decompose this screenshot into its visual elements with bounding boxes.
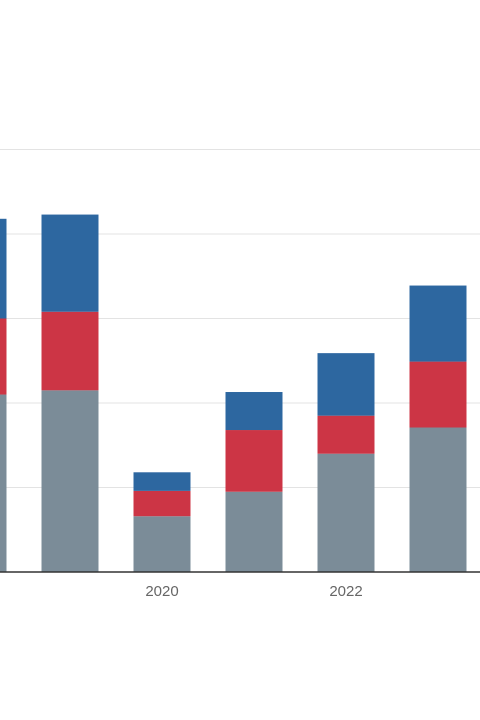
bar-segment-2019-series-1 [41, 390, 99, 572]
bar-segment-2021-series-3 [225, 392, 283, 431]
bar-segment-2018-series-3 [0, 218, 7, 319]
bar-segment-2020-series-2 [133, 490, 191, 517]
x-tick-label-2022: 2022 [329, 583, 362, 600]
x-tick-labels: 2020 2022 [145, 583, 362, 600]
bar-segment-2023-series-2 [409, 361, 467, 428]
bar-segment-2019-series-2 [41, 311, 99, 391]
bar-segment-2022-series-1 [317, 453, 375, 572]
bar-segment-2022-series-3 [317, 353, 375, 416]
bar-segment-2019-series-3 [41, 214, 99, 312]
bar-segment-2020-series-3 [133, 472, 191, 491]
bar-segment-2023-series-3 [409, 285, 467, 362]
bar-segment-2020-series-1 [133, 516, 191, 572]
bar-segment-2023-series-1 [409, 427, 467, 572]
bar-stacks [0, 214, 467, 572]
bar-segment-2018-series-2 [0, 318, 7, 395]
x-tick-label-2020: 2020 [145, 583, 178, 600]
bar-segment-2018-series-1 [0, 394, 7, 572]
bar-segment-2021-series-2 [225, 430, 283, 492]
bar-segment-2022-series-2 [317, 415, 375, 454]
bar-segment-2021-series-1 [225, 491, 283, 572]
